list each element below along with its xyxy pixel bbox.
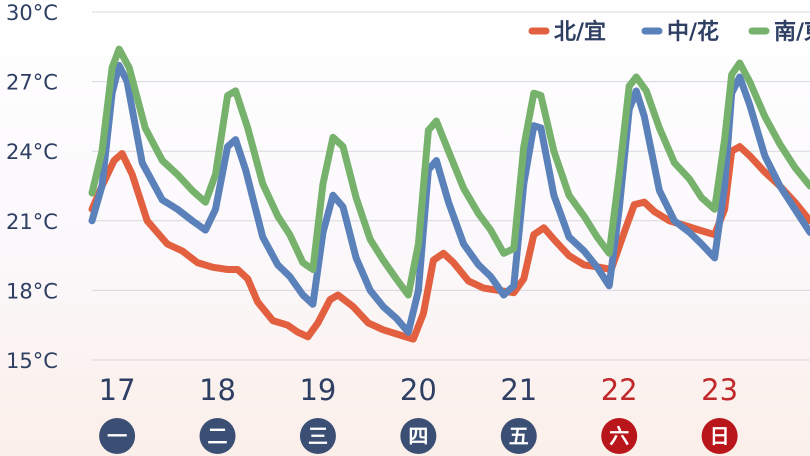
weekday-badge xyxy=(701,418,738,454)
x-tick-date: 19 xyxy=(299,373,336,407)
weekday-label: 六 xyxy=(609,424,629,448)
x-tick-date: 23 xyxy=(701,373,738,407)
legend-label: 北/宜 xyxy=(554,19,606,45)
legend-label: 中/花 xyxy=(667,19,719,45)
y-tick-label: 18°C xyxy=(6,279,58,303)
x-tick-date: 20 xyxy=(400,373,437,407)
weekday-label: 二 xyxy=(208,424,228,448)
series-line-3 xyxy=(88,45,810,299)
series-lines xyxy=(88,45,810,343)
y-axis-ticks: 15°C 18°C 21°C 24°C 27°C 30°C xyxy=(6,1,58,373)
weekday-label: 日 xyxy=(710,424,730,448)
weekday-badge xyxy=(199,418,236,454)
weekday-badge xyxy=(400,418,437,454)
series-line-2 xyxy=(88,61,810,336)
legend-label: 南/東 xyxy=(774,20,810,45)
x-tick-date: 18 xyxy=(199,373,236,407)
grid-lines xyxy=(92,11,810,361)
series-line-1 xyxy=(88,143,810,343)
y-tick-label: 30°C xyxy=(6,1,58,25)
y-tick-label: 21°C xyxy=(6,210,58,234)
y-tick-label: 27°C xyxy=(6,71,58,95)
x-axis-ticks: 17 一 18 二 19 三 20 四 21 五 22 六 23 日 xyxy=(99,373,738,454)
x-tick-date: 21 xyxy=(500,373,537,407)
weekday-label: 一 xyxy=(107,424,127,448)
weekday-label: 三 xyxy=(308,424,328,448)
y-tick-label: 15°C xyxy=(6,349,58,373)
weekday-badge xyxy=(500,418,537,454)
legend: 北/宜 中/花 南/東 xyxy=(528,19,810,45)
weekday-label: 四 xyxy=(408,424,428,448)
x-tick-date: 17 xyxy=(99,373,136,407)
y-tick-label: 24°C xyxy=(6,140,58,164)
x-tick-date: 22 xyxy=(601,373,638,407)
weekday-badge xyxy=(99,418,136,454)
weekday-label: 五 xyxy=(509,424,529,448)
weekday-badge xyxy=(601,418,638,454)
weekday-badge xyxy=(299,418,336,454)
